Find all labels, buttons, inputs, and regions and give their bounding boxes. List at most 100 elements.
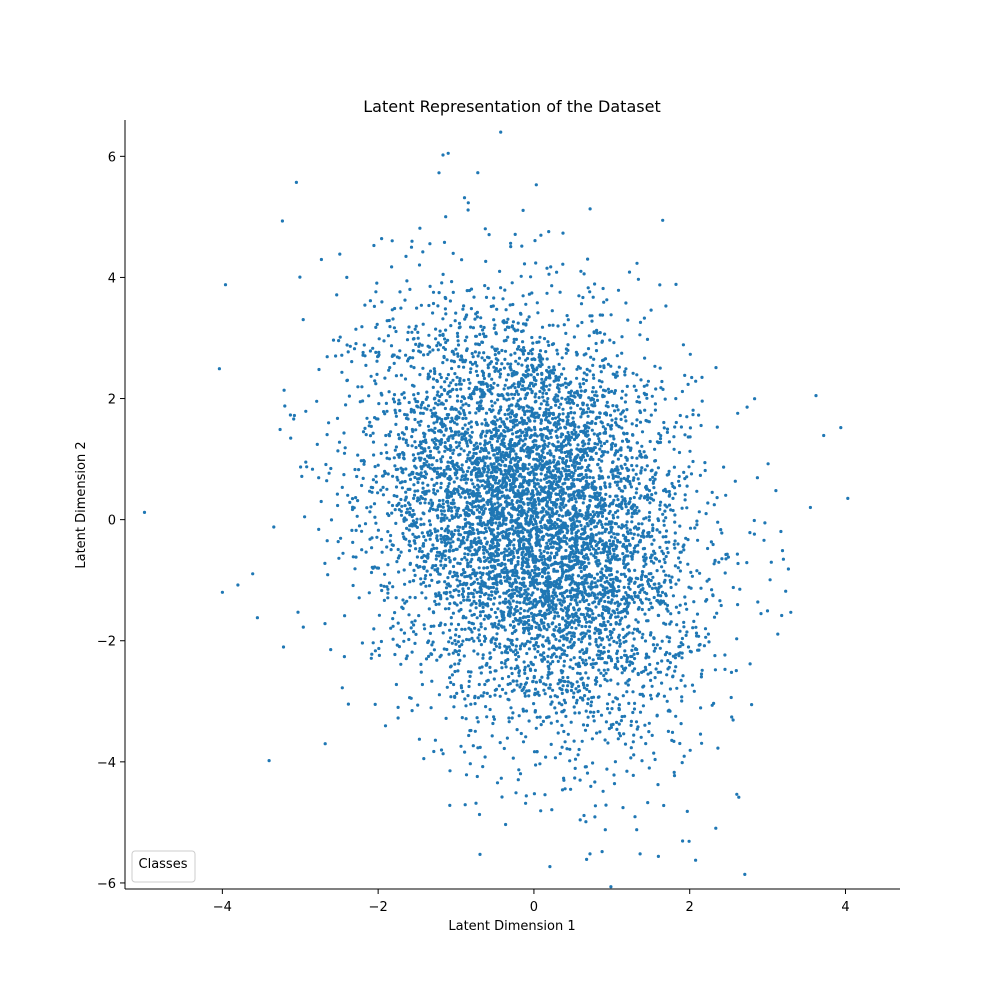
data-point <box>524 519 528 523</box>
data-point <box>410 330 414 334</box>
data-point <box>454 650 459 654</box>
data-point <box>575 698 579 702</box>
data-point <box>552 458 556 462</box>
data-point <box>582 686 587 690</box>
data-point <box>595 495 599 499</box>
data-point <box>548 383 552 387</box>
data-point <box>662 420 666 425</box>
data-point <box>454 383 458 387</box>
data-point <box>392 400 397 404</box>
data-point <box>380 588 384 593</box>
data-point <box>492 381 496 385</box>
data-point <box>540 486 545 490</box>
data-point <box>489 607 494 612</box>
data-point <box>652 561 656 565</box>
data-point <box>634 618 638 622</box>
data-point <box>507 581 512 585</box>
data-point <box>553 610 557 614</box>
data-point <box>541 719 546 724</box>
data-point <box>586 286 590 290</box>
data-point <box>561 669 565 673</box>
data-point <box>627 601 631 605</box>
data-point <box>603 450 607 454</box>
data-point <box>626 474 630 479</box>
data-point <box>605 298 609 302</box>
data-point <box>493 502 497 506</box>
data-point <box>680 506 684 510</box>
data-point <box>635 418 639 422</box>
data-point <box>533 565 537 569</box>
data-point <box>343 446 347 450</box>
data-point <box>516 321 520 325</box>
data-point <box>722 465 726 469</box>
data-point <box>414 547 418 551</box>
data-point <box>514 404 518 408</box>
data-point <box>376 491 380 495</box>
data-point <box>575 367 579 371</box>
data-point <box>650 542 654 546</box>
data-point <box>481 765 485 769</box>
data-point <box>599 643 603 647</box>
data-point <box>478 510 482 514</box>
data-point <box>521 577 525 581</box>
data-point <box>538 335 542 339</box>
data-point <box>648 510 652 515</box>
data-point <box>521 208 525 212</box>
data-point <box>465 501 469 505</box>
data-point <box>685 415 689 419</box>
data-point <box>579 523 583 528</box>
data-point <box>444 527 448 531</box>
data-point <box>634 720 639 724</box>
data-point <box>570 612 575 617</box>
data-point <box>649 671 653 675</box>
data-point <box>553 591 557 595</box>
data-point <box>653 757 657 762</box>
data-point <box>679 722 683 726</box>
data-point <box>449 594 453 598</box>
data-point <box>357 468 361 472</box>
data-point <box>364 550 368 554</box>
data-point <box>453 662 457 666</box>
data-point <box>564 472 568 476</box>
data-point <box>386 587 390 591</box>
data-point <box>685 484 689 488</box>
data-point <box>567 557 571 561</box>
data-point <box>590 591 594 595</box>
data-point <box>619 655 623 660</box>
data-point <box>536 311 540 315</box>
data-point <box>624 639 628 643</box>
data-point <box>488 694 492 699</box>
data-point <box>564 513 568 517</box>
data-point <box>374 474 378 478</box>
data-point <box>525 318 529 322</box>
data-point <box>638 449 642 453</box>
data-point <box>529 275 533 279</box>
data-point <box>533 357 537 362</box>
data-point <box>518 647 522 651</box>
data-point <box>457 433 461 437</box>
data-point <box>448 628 452 632</box>
data-point <box>468 381 472 385</box>
data-point <box>645 396 649 400</box>
data-point <box>511 469 515 473</box>
data-point <box>603 332 607 336</box>
data-point <box>539 472 543 476</box>
data-point <box>434 602 438 607</box>
data-point <box>473 505 478 509</box>
data-point <box>428 466 432 470</box>
data-point <box>327 421 331 425</box>
data-point <box>663 560 667 565</box>
data-point <box>591 410 595 414</box>
data-point <box>522 509 526 513</box>
data-point <box>415 306 419 310</box>
data-point <box>601 588 606 592</box>
data-point <box>477 539 481 543</box>
data-point <box>566 732 570 736</box>
data-point <box>451 651 455 655</box>
data-point <box>481 605 485 610</box>
data-point <box>735 792 739 796</box>
data-point <box>292 413 296 418</box>
data-point <box>511 581 515 585</box>
data-point <box>630 463 634 468</box>
data-point <box>379 451 383 455</box>
